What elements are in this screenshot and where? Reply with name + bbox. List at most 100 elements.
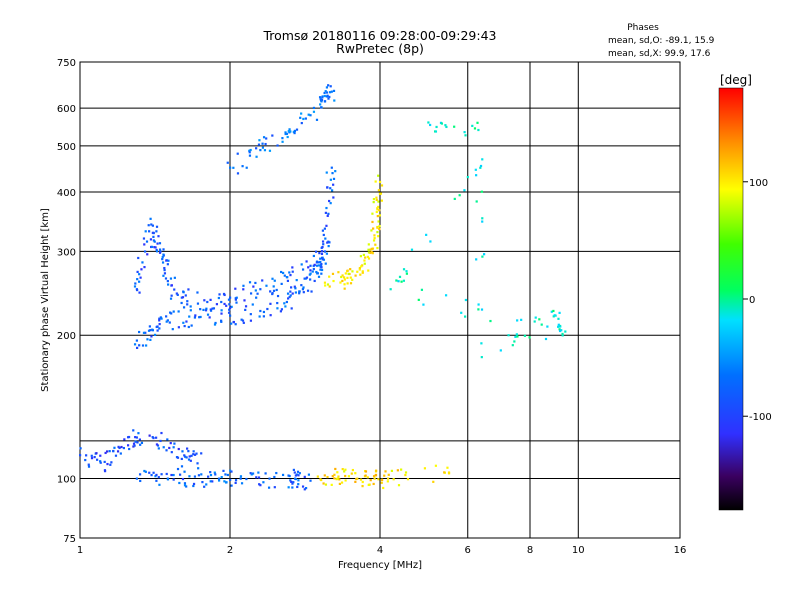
echo-point [255,296,258,299]
echo-point [376,246,379,250]
echo-point [254,281,257,285]
echo-point [303,277,306,280]
y-tick-label: 100 [57,475,76,486]
echo-point [235,301,238,304]
echo-point [220,300,223,304]
echo-point [317,264,321,267]
echo-point [344,468,347,471]
echo-point [369,479,372,482]
echo-point [283,302,286,305]
phase-info-x-mode: mean, sd,X: 99.9, 17.6 [608,49,711,59]
echo-point [126,444,130,447]
echo-point [284,131,287,134]
echo-point [228,303,231,306]
echo-point [292,481,295,484]
echo-point [328,199,331,203]
echo-point [340,481,344,484]
echo-point [312,106,316,110]
echo-point [443,471,446,474]
echo-point [200,473,203,476]
echo-point [187,458,191,461]
echo-point [148,434,151,437]
x-axis-label: Frequency [MHz] [338,560,422,571]
echo-point [328,285,331,288]
echo-point [122,446,125,450]
echo-point [331,189,334,192]
echo-point [141,344,145,347]
echo-point [273,475,276,479]
echo-point [560,329,563,332]
echo-point [291,486,294,489]
echo-point [263,149,267,152]
echo-point [141,261,144,264]
echo-point [294,477,297,481]
echo-point [358,266,361,270]
echo-point [149,238,153,241]
echo-point [85,454,88,457]
echo-point [165,259,168,262]
echo-point [212,307,216,310]
echo-point [151,436,154,439]
echo-point [213,323,217,326]
echo-point [361,480,364,484]
echo-point [423,467,427,470]
echo-point [301,485,305,488]
echo-point [262,481,265,484]
echo-point [232,166,235,169]
echo-point [133,343,137,346]
echo-point [338,482,341,485]
echo-point [108,450,111,453]
echo-point [200,452,203,455]
echo-point [183,324,186,328]
echo-point [177,447,180,451]
echo-point [187,325,190,329]
echo-point [287,474,290,477]
echo-point [366,255,369,258]
echo-point [429,240,432,243]
echo-point [327,240,330,243]
echo-point [229,296,232,299]
echo-point [181,296,185,299]
echo-point [354,274,357,277]
echo-point [147,329,151,332]
y-tick-label: 750 [57,58,76,69]
echo-point [114,454,118,457]
echo-point [363,262,366,265]
colorbar-tick-label: -100 [749,412,772,423]
echo-point [319,103,322,106]
echo-point [323,227,327,230]
echo-point [150,335,153,338]
echo-point [183,482,187,485]
echo-point [186,300,189,303]
echo-point [344,479,347,482]
echo-point [373,477,376,480]
echo-point [354,472,357,475]
echo-point [425,233,428,236]
echo-point [265,284,268,287]
echo-point [266,307,269,311]
echo-point [156,242,159,245]
echo-point [259,148,262,152]
echo-point [280,282,283,285]
echo-point [249,292,253,295]
echo-point [286,276,289,279]
echo-point [140,268,143,271]
echo-point [287,486,290,489]
echo-point [402,268,406,271]
echo-point [193,453,197,456]
echo-point [205,307,208,310]
echo-point [323,94,326,98]
echo-point [126,436,130,439]
echo-point [477,303,480,306]
echo-point [374,180,377,183]
echo-point [235,296,238,299]
echo-point [404,471,408,474]
echo-point [272,285,275,288]
echo-point [377,478,380,481]
echo-point [343,283,346,286]
echo-point [445,125,448,129]
echo-point [298,292,301,295]
y-axis-label: Stationary phase Virtual Height [km] [40,208,51,392]
echo-point [209,471,212,474]
echo-point [180,296,183,299]
